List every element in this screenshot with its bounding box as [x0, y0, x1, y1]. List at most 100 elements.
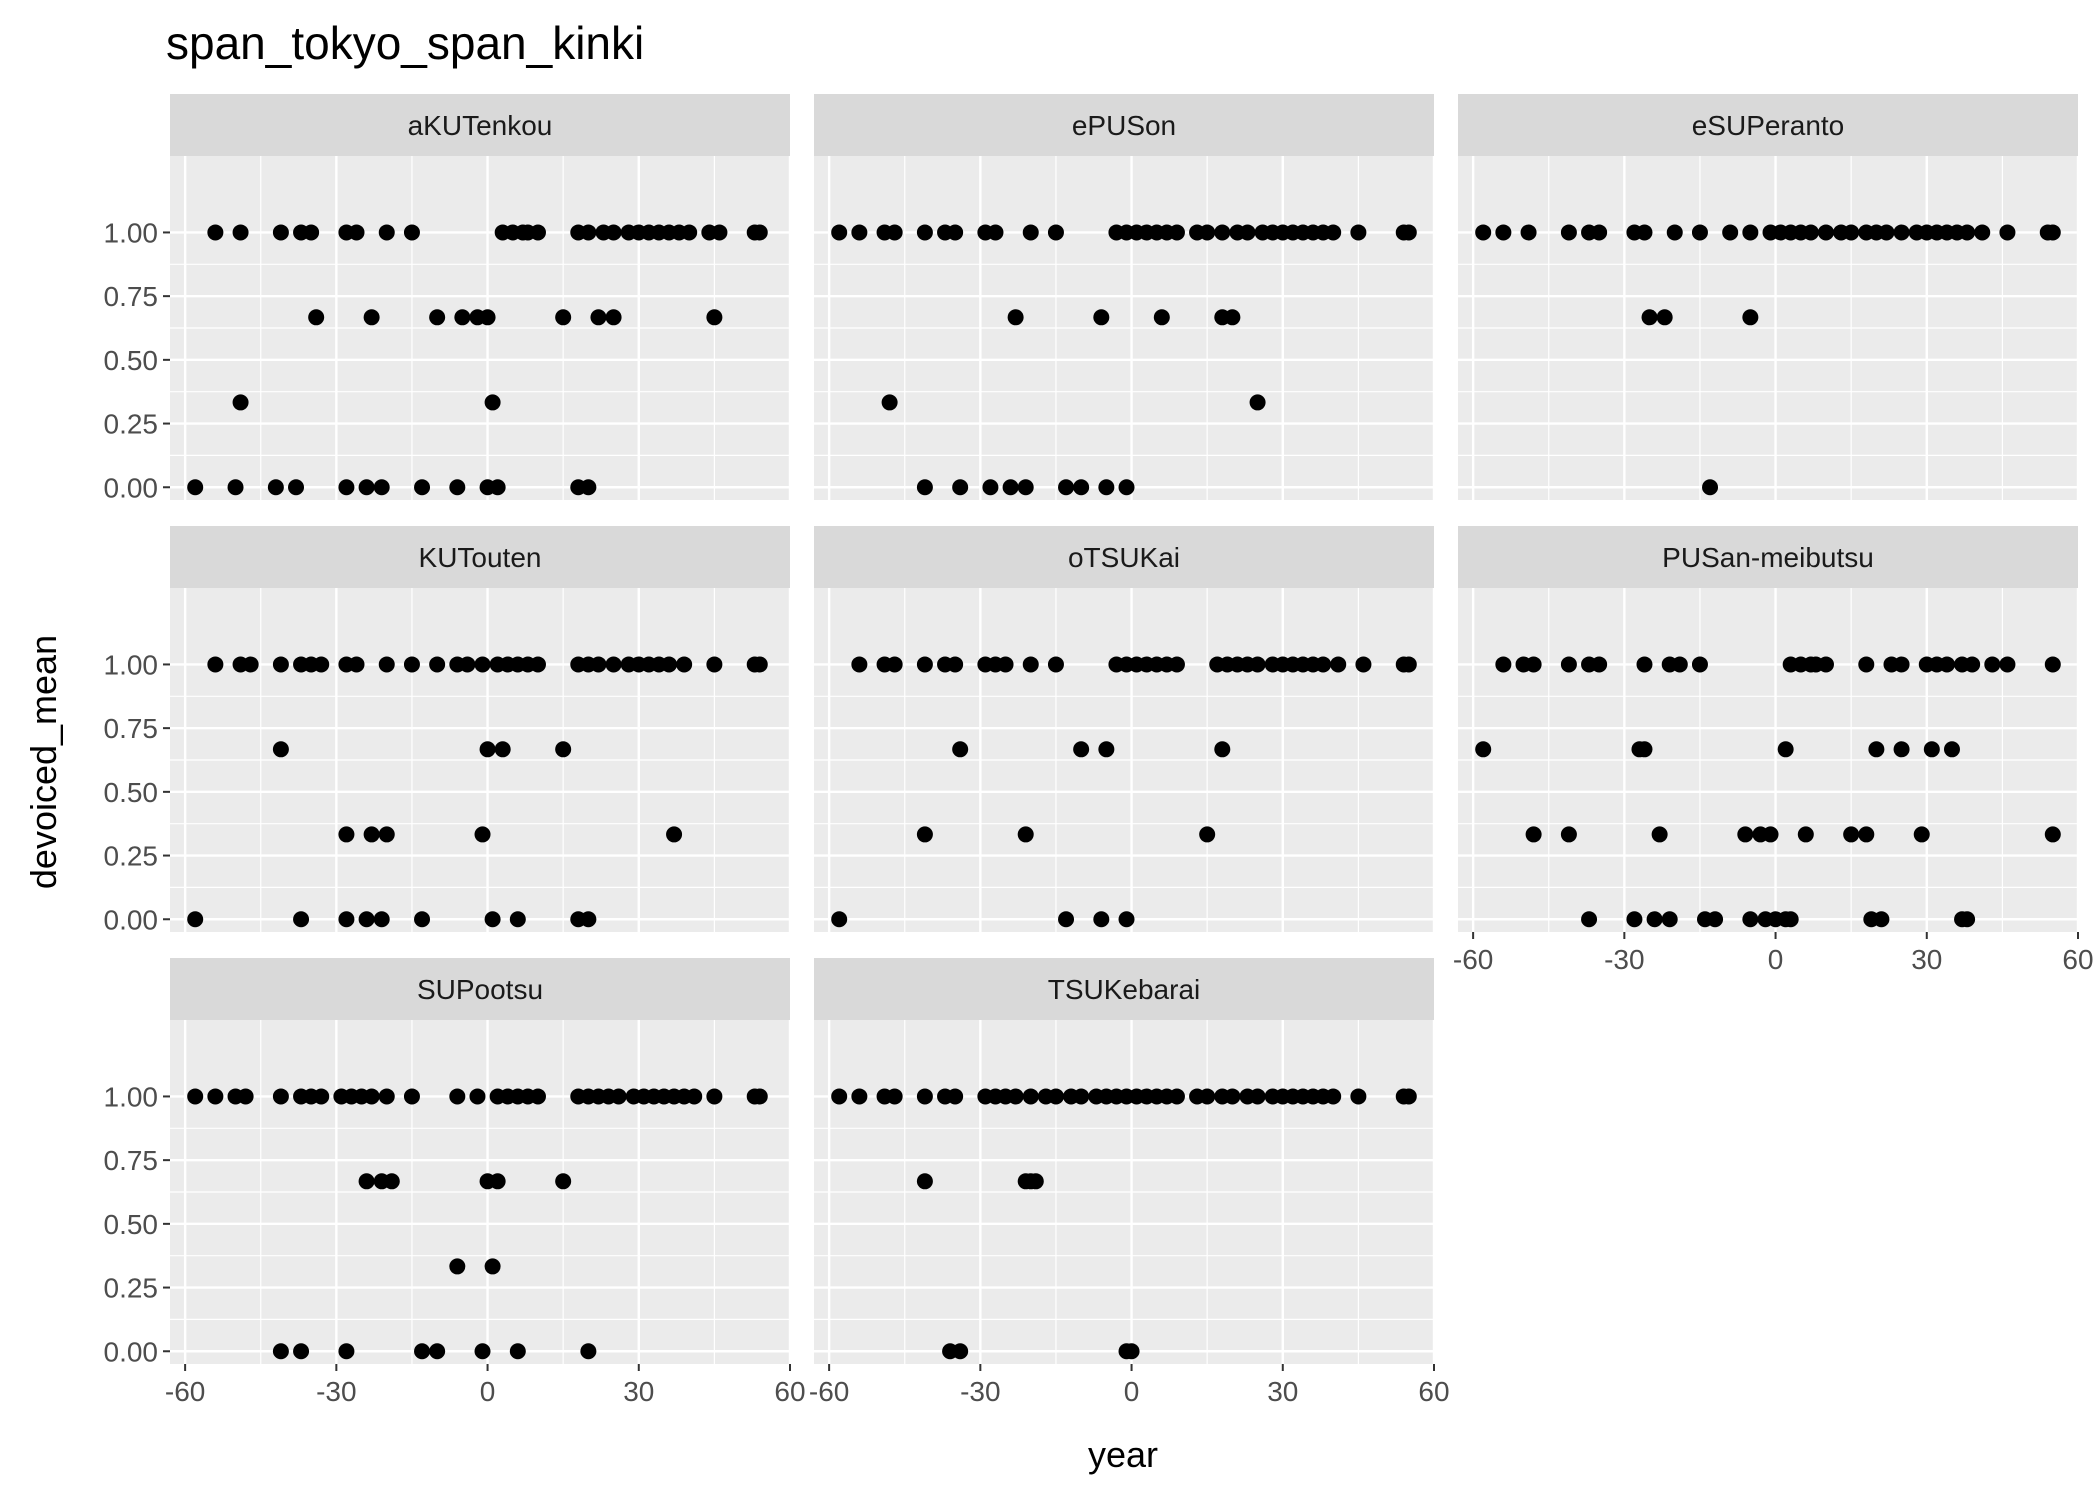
data-point: [706, 309, 723, 326]
data-point: [1400, 1088, 1417, 1105]
data-point: [1938, 656, 1955, 673]
data-point: [605, 656, 622, 673]
data-point: [886, 224, 903, 241]
data-point: [1777, 741, 1794, 758]
data-point: [489, 1173, 506, 1190]
data-point: [751, 224, 768, 241]
data-point: [1118, 911, 1135, 928]
data-point: [886, 1088, 903, 1105]
data-point: [1022, 224, 1039, 241]
data-point: [1666, 224, 1683, 241]
data-point: [1073, 741, 1090, 758]
data-point: [187, 911, 204, 928]
data-point: [1671, 656, 1688, 673]
x-tick-label: 60: [2062, 944, 2093, 975]
data-point: [1707, 911, 1724, 928]
data-point: [529, 656, 546, 673]
data-point: [1073, 1088, 1090, 1105]
data-point: [1350, 224, 1367, 241]
data-point: [831, 1088, 848, 1105]
data-point: [1636, 224, 1653, 241]
data-point: [881, 394, 898, 411]
data-point: [1400, 224, 1417, 241]
data-point: [484, 911, 501, 928]
data-point: [454, 309, 471, 326]
data-point: [1742, 224, 1759, 241]
data-point: [358, 1173, 375, 1190]
data-point: [1722, 224, 1739, 241]
data-point: [474, 826, 491, 843]
data-point: [1058, 479, 1075, 496]
data-point: [1475, 224, 1492, 241]
data-point: [886, 656, 903, 673]
data-point: [338, 826, 355, 843]
data-point: [1123, 1343, 1140, 1360]
data-point: [1974, 224, 1991, 241]
data-point: [1224, 309, 1241, 326]
data-point: [479, 309, 496, 326]
data-point: [303, 224, 320, 241]
data-point: [1702, 479, 1719, 496]
data-point: [383, 1173, 400, 1190]
data-point: [1873, 911, 1890, 928]
data-point: [686, 1088, 703, 1105]
data-point: [831, 224, 848, 241]
x-tick-label: -30: [1604, 944, 1644, 975]
data-point: [681, 224, 698, 241]
facet-KUTouten: KUTouten 0.00 0.25 0.50 0.75 1.00: [104, 526, 792, 935]
data-point: [1636, 656, 1653, 673]
data-point: [987, 224, 1004, 241]
data-point: [947, 224, 964, 241]
data-point: [1224, 1088, 1241, 1105]
data-point: [997, 656, 1014, 673]
facet-strip: [1458, 526, 2078, 588]
x-tick-label: -60: [809, 1376, 849, 1407]
data-point: [580, 224, 597, 241]
data-point: [1495, 656, 1512, 673]
x-tick-label: -30: [960, 1376, 1000, 1407]
data-point: [1560, 826, 1577, 843]
facet-strip: [170, 526, 790, 588]
data-point: [449, 1258, 466, 1275]
data-point: [1007, 309, 1024, 326]
data-point: [1943, 741, 1960, 758]
y-tick-label: 0.50: [104, 1209, 159, 1240]
data-point: [1868, 741, 1885, 758]
data-point: [706, 656, 723, 673]
data-point: [751, 656, 768, 673]
facet-strip: [170, 94, 790, 156]
data-point: [1214, 741, 1231, 758]
data-point: [1737, 826, 1754, 843]
data-point: [1636, 741, 1653, 758]
y-axis-title: devoiced_mean: [23, 635, 64, 889]
data-point: [916, 224, 933, 241]
data-point: [272, 1343, 289, 1360]
data-point: [555, 741, 572, 758]
data-point: [831, 911, 848, 928]
data-point: [1239, 224, 1256, 241]
data-point: [509, 911, 526, 928]
facet-strip: [814, 958, 1434, 1020]
data-point: [1691, 224, 1708, 241]
data-point: [1999, 656, 2016, 673]
data-point: [676, 656, 693, 673]
data-point: [1249, 1088, 1266, 1105]
data-point: [605, 224, 622, 241]
data-point: [1315, 656, 1332, 673]
facet-label: oTSUKai: [1068, 542, 1180, 573]
data-point: [1199, 826, 1216, 843]
data-point: [429, 309, 446, 326]
data-point: [1475, 741, 1492, 758]
data-point: [851, 1088, 868, 1105]
x-tick-label: 30: [1911, 944, 1942, 975]
data-point: [272, 224, 289, 241]
data-point: [711, 224, 728, 241]
data-point: [1802, 224, 1819, 241]
data-point: [509, 1343, 526, 1360]
chart-title: span_tokyo_span_kinki: [166, 17, 644, 69]
x-axis-title: year: [1088, 1434, 1158, 1475]
data-point: [1817, 656, 1834, 673]
data-point: [605, 309, 622, 326]
data-point: [1098, 741, 1115, 758]
